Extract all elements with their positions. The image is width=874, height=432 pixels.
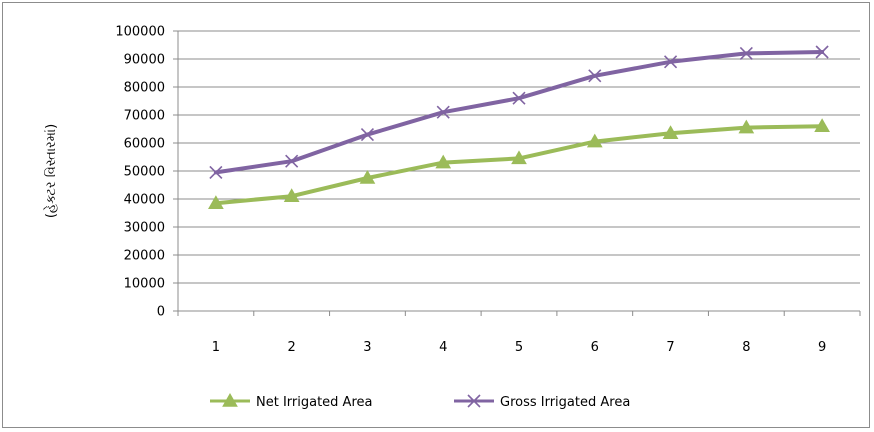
x-tick-label: 6 <box>591 340 599 355</box>
x-tick-label: 4 <box>439 340 447 355</box>
net-irrigated-series <box>208 118 830 209</box>
x-tick-label: 3 <box>363 340 371 355</box>
axes <box>173 30 861 316</box>
y-tick-label: 50000 <box>124 165 165 180</box>
legend-marker <box>222 392 238 407</box>
net-irrigated-line <box>213 124 825 206</box>
net-irrigated-point <box>435 154 452 169</box>
gross-irrigated-point <box>663 55 678 69</box>
net-irrigated-point <box>586 133 603 148</box>
y-tick-label: 90000 <box>124 53 165 68</box>
net-irrigated-point <box>511 150 527 165</box>
y-tick-label: 0 <box>157 305 165 320</box>
x-tick-label: 7 <box>666 340 674 355</box>
y-axis-label: (હેક્ટર વિસ્તારમાં) <box>43 124 59 218</box>
net-irrigated-point <box>283 188 300 202</box>
x-tick-label: 2 <box>288 340 296 355</box>
legend-marker <box>467 394 481 408</box>
gross-irrigated-series <box>209 45 829 179</box>
legend-label: Gross Irrigated Area <box>500 395 630 410</box>
gross-irrigated-point <box>588 69 602 83</box>
y-tick-label: 10000 <box>124 277 165 292</box>
x-tick-label: 1 <box>212 340 220 355</box>
legend-item-net-irrigated: Net Irrigated Area <box>210 392 372 410</box>
net-irrigated-point <box>359 169 376 184</box>
x-tick-label: 5 <box>515 340 523 355</box>
x-tick-label: 9 <box>818 340 826 355</box>
legend-item-gross-irrigated: Gross Irrigated Area <box>454 394 630 410</box>
net-irrigated-point <box>814 118 830 132</box>
tick-labels: 0 10000 20000 30000 40000 50000 60000 70000 8000… <box>115 25 826 356</box>
gross-irrigated-point <box>209 165 223 179</box>
series-group <box>208 45 830 209</box>
y-tick-label: 20000 <box>124 249 165 264</box>
y-tick-label: 80000 <box>124 81 165 96</box>
legend: Net Irrigated Area Gross Irrigated Area <box>210 392 630 410</box>
y-tick-label: 60000 <box>124 137 165 152</box>
y-tick-label: 100000 <box>115 25 165 40</box>
y-tick-label: 70000 <box>124 109 165 124</box>
x-tick-label: 8 <box>742 340 750 355</box>
net-irrigated-point <box>208 195 224 209</box>
chart-area: 0 10000 20000 30000 40000 50000 60000 70000 8000… <box>2 2 870 428</box>
gross-irrigated-point <box>512 91 526 105</box>
gross-irrigated-point <box>285 154 299 168</box>
net-irrigated-point <box>738 119 755 134</box>
gross-irrigated-point <box>436 105 450 119</box>
gross-irrigated-point <box>815 45 829 59</box>
y-tick-label: 30000 <box>124 221 165 236</box>
gross-irrigated-point <box>360 128 375 142</box>
line-chart: 0 10000 20000 30000 40000 50000 60000 70000 8000… <box>43 25 861 410</box>
net-irrigated-point <box>662 125 679 139</box>
y-tick-label: 40000 <box>124 193 165 208</box>
gross-irrigated-point <box>739 46 753 60</box>
legend-label: Net Irrigated Area <box>256 395 372 410</box>
